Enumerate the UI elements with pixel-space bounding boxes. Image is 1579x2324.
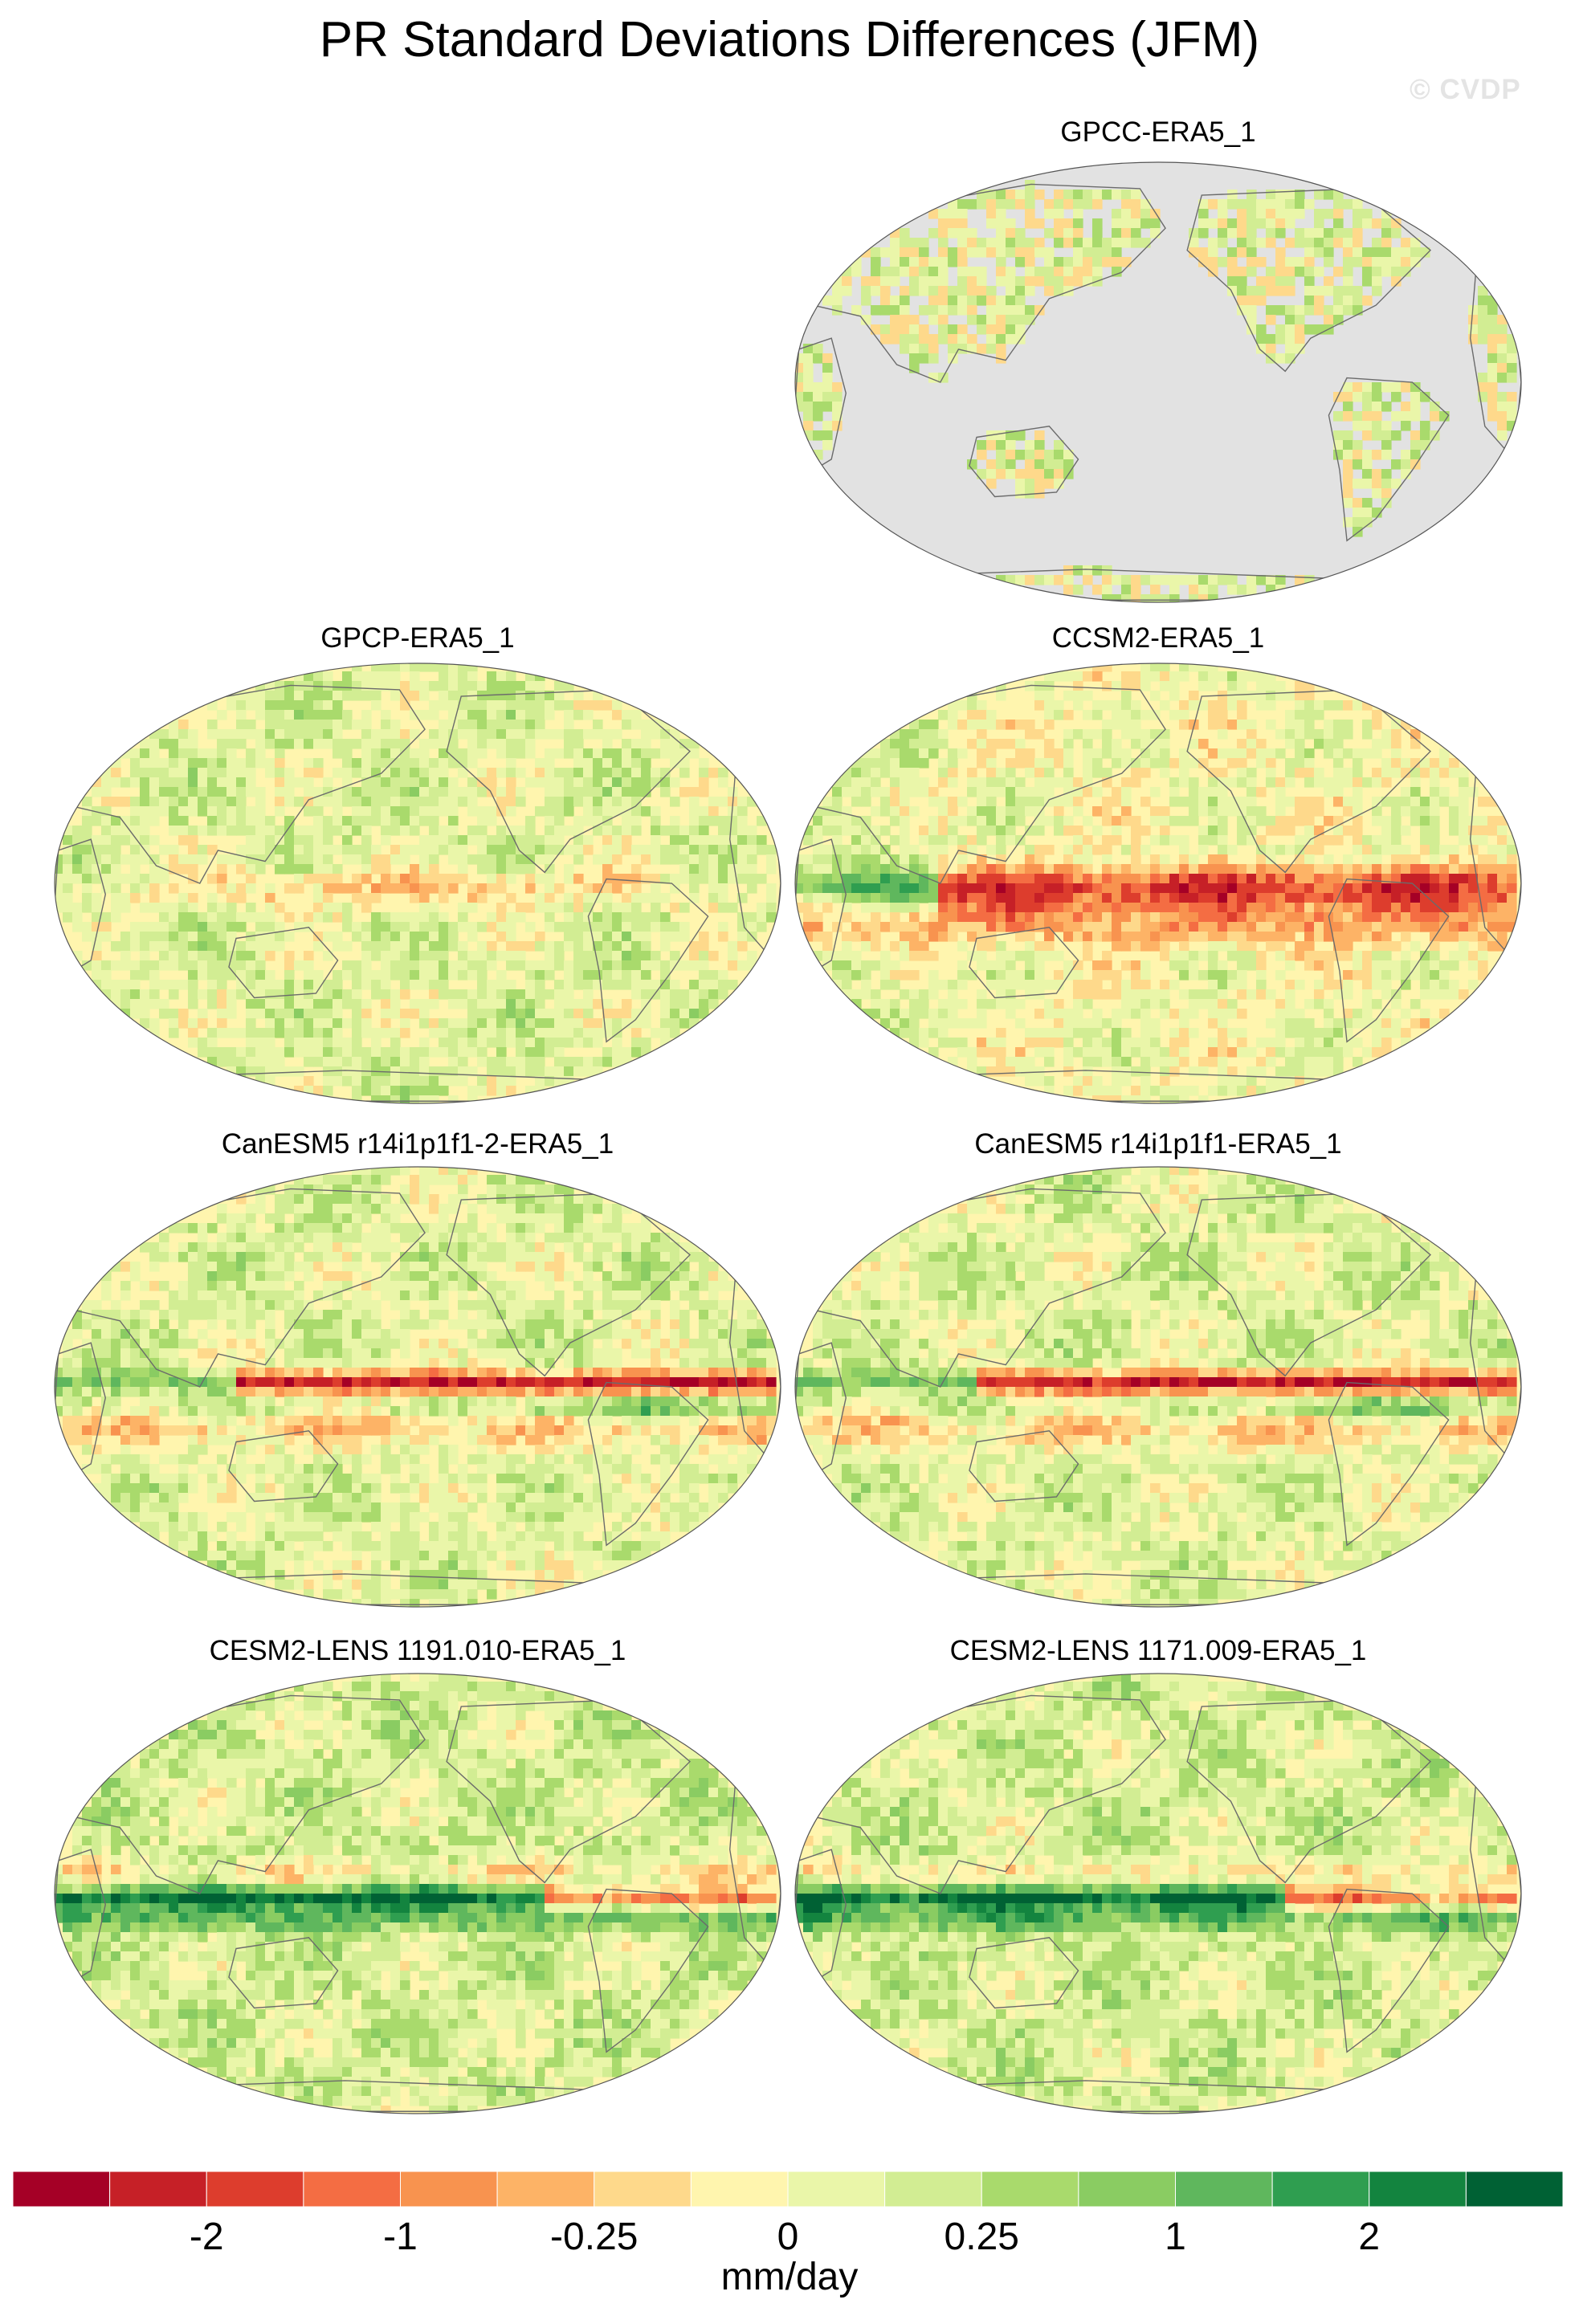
colorbar-box-1 xyxy=(109,2171,207,2207)
panel-title-ccsm2: CCSM2-ERA5_1 xyxy=(1051,622,1265,654)
colorbar-box-7 xyxy=(690,2171,789,2207)
panel-title-gpcp: GPCP-ERA5_1 xyxy=(320,622,515,654)
colorbar-tick-label: 2 xyxy=(1358,2216,1381,2258)
map-cesm2_1191 xyxy=(54,1673,781,2114)
colorbar-tick-label: -0.25 xyxy=(550,2216,639,2258)
colorbar-box-11 xyxy=(1078,2171,1176,2207)
map-canesm5_1 xyxy=(794,1166,1522,1608)
cvdp-watermark: © CVDP xyxy=(1410,74,1521,105)
panel-title-gpcc: GPCC-ERA5_1 xyxy=(1060,116,1256,148)
colorbar-tick-label: 0.25 xyxy=(944,2216,1019,2258)
map-cesm2_1171 xyxy=(794,1673,1522,2114)
colorbar-box-4 xyxy=(400,2171,498,2207)
colorbar xyxy=(13,2171,1563,2207)
panel-title-canesm5_2: CanESM5 r14i1p1f1-2-ERA5_1 xyxy=(221,1128,614,1160)
colorbar-tick-label: -1 xyxy=(383,2216,418,2258)
colorbar-box-12 xyxy=(1175,2171,1273,2207)
colorbar-box-5 xyxy=(496,2171,595,2207)
panel-title-cesm2_1191: CESM2-LENS 1191.010-ERA5_1 xyxy=(209,1635,626,1666)
map-gpcc xyxy=(794,161,1522,603)
map-gpcp xyxy=(54,663,781,1104)
panel-title-cesm2_1171: CESM2-LENS 1171.009-ERA5_1 xyxy=(949,1635,1367,1666)
panel-title-canesm5_1: CanESM5 r14i1p1f1-ERA5_1 xyxy=(974,1128,1342,1160)
colorbar-box-2 xyxy=(206,2171,304,2207)
map-canesm5_2 xyxy=(54,1166,781,1608)
colorbar-units: mm/day xyxy=(720,2256,859,2298)
colorbar-box-14 xyxy=(1369,2171,1467,2207)
colorbar-box-13 xyxy=(1271,2171,1370,2207)
figure-title: PR Standard Deviations Differences (JFM) xyxy=(319,12,1260,67)
colorbar-box-10 xyxy=(981,2171,1079,2207)
colorbar-box-15 xyxy=(1465,2171,1563,2207)
colorbar-box-6 xyxy=(594,2171,692,2207)
colorbar-box-0 xyxy=(13,2171,111,2207)
colorbar-tick-label: 1 xyxy=(1165,2216,1186,2258)
colorbar-box-9 xyxy=(884,2171,982,2207)
colorbar-tick-label: -2 xyxy=(189,2216,224,2258)
map-ccsm2 xyxy=(794,663,1522,1104)
colorbar-tick-label: 0 xyxy=(777,2216,799,2258)
colorbar-box-3 xyxy=(303,2171,401,2207)
colorbar-box-8 xyxy=(787,2171,886,2207)
